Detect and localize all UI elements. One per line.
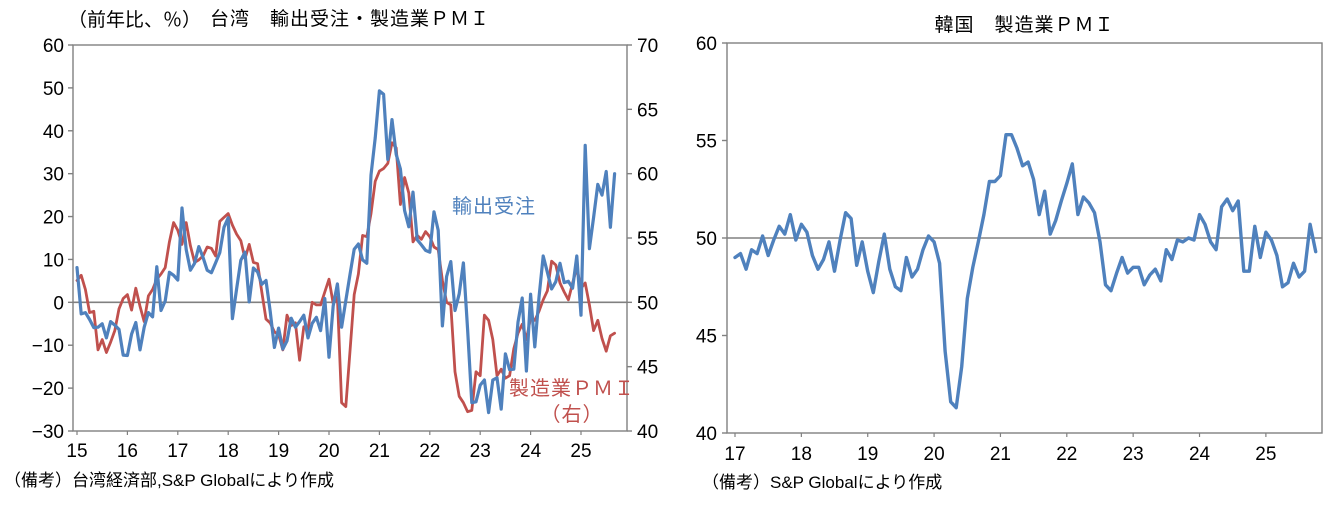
left-axis-tick-label: 50 <box>43 79 64 100</box>
left-axis-tick-label: 0 <box>53 293 64 314</box>
left-axis-tick-label: −30 <box>32 422 64 443</box>
left-chart-unit-label: （前年比、％） <box>68 10 202 31</box>
right-axis-tick-label: 60 <box>637 165 658 186</box>
x-axis-tick-label: 23 <box>470 441 491 462</box>
x-axis-tick-label: 18 <box>218 441 239 462</box>
left-axis-tick-label: 40 <box>43 122 64 143</box>
manufacturing-pmi-series-label-line1: 製造業ＰＭＩ <box>509 378 635 400</box>
korea-x-axis-tick-label: 18 <box>791 444 812 465</box>
left-chart-plot-border <box>72 44 628 432</box>
left-axis-tick-label: −10 <box>32 336 64 357</box>
korea-x-axis-tick-label: 17 <box>724 444 745 465</box>
left-chart-title: 台湾 輸出受注・製造業ＰＭＩ <box>209 9 490 30</box>
right-axis-tick-label: 55 <box>637 229 658 250</box>
x-axis-tick-label: 16 <box>117 441 138 462</box>
manufacturing-pmi-series-label-line2: （右） <box>540 404 604 426</box>
korea-x-axis-tick-label: 25 <box>1255 444 1276 465</box>
right-axis-tick-label: 45 <box>637 358 658 379</box>
right-chart-title: 韓国 製造業ＰＭＩ <box>934 15 1115 36</box>
x-axis-tick-label: 20 <box>318 441 339 462</box>
x-axis-tick-label: 24 <box>520 441 542 462</box>
x-axis-tick-label: 21 <box>369 441 390 462</box>
right-axis-tick-label: 70 <box>637 36 658 57</box>
korea-y-axis-tick-label: 45 <box>696 327 717 348</box>
x-axis-tick-label: 19 <box>268 441 289 462</box>
left-axis-tick-label: 10 <box>43 250 64 271</box>
left-axis-tick-label: 30 <box>43 165 64 186</box>
x-axis-tick-label: 15 <box>66 441 87 462</box>
korea-y-axis-tick-label: 40 <box>696 424 717 445</box>
left-axis-tick-label: 60 <box>43 36 64 57</box>
right-axis-tick-label: 40 <box>637 422 658 443</box>
korea-y-axis-tick-label: 55 <box>696 132 717 153</box>
korea-x-axis-tick-label: 21 <box>990 444 1011 465</box>
korea-x-axis-tick-label: 20 <box>924 444 945 465</box>
korea-x-axis-tick-label: 22 <box>1056 444 1077 465</box>
x-axis-tick-label: 17 <box>167 441 188 462</box>
manufacturing-pmi-series-label: 製造業ＰＭＩ （右） <box>492 376 652 428</box>
left-axis-tick-label: 20 <box>43 208 64 229</box>
korea-y-axis-tick-label: 60 <box>696 34 717 55</box>
korea-pmi-line <box>733 132 1318 410</box>
left-axis-tick-label: −20 <box>32 379 64 400</box>
right-axis-tick-label: 50 <box>637 293 658 314</box>
x-axis-tick-label: 22 <box>419 441 440 462</box>
left-chart-source-note: （備考）台湾経済部,S&P Globalにより作成 <box>4 471 334 490</box>
right-axis-tick-label: 65 <box>637 100 658 121</box>
korea-y-axis-tick-label: 50 <box>696 229 717 250</box>
x-axis-tick-label: 25 <box>570 441 591 462</box>
korea-x-axis-tick-label: 19 <box>857 444 878 465</box>
korea-x-axis-tick-label: 23 <box>1123 444 1144 465</box>
korea-x-axis-tick-label: 24 <box>1189 444 1211 465</box>
export-orders-line <box>75 89 617 415</box>
right-chart-source-note: （備考）S&P Globalにより作成 <box>702 473 943 492</box>
export-orders-series-label: 輸出受注 <box>452 196 536 218</box>
